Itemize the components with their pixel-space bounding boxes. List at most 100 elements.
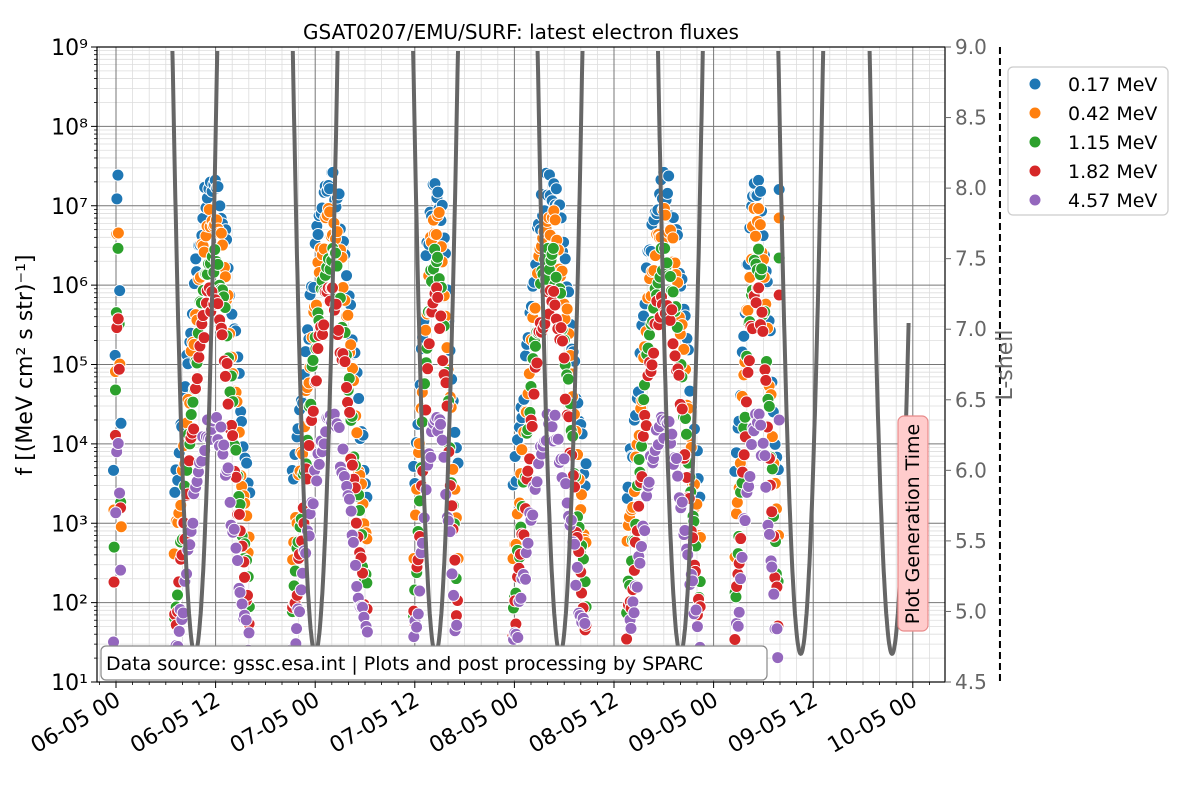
- flux-point: [755, 305, 769, 319]
- flux-point: [349, 516, 363, 530]
- flux-point: [675, 402, 689, 416]
- flux-point: [645, 358, 659, 372]
- flux-point: [633, 556, 647, 570]
- flux-point: [642, 475, 656, 489]
- flux-point: [187, 422, 201, 436]
- y2-tick-label: 6.5: [955, 388, 987, 412]
- flux-point: [530, 356, 544, 370]
- flux-point: [666, 231, 680, 245]
- flux-point: [346, 535, 360, 549]
- flux-point: [433, 322, 447, 336]
- flux-point: [107, 575, 121, 589]
- y2-axis-label: L-shell: [993, 330, 1018, 401]
- flux-point: [220, 356, 234, 370]
- flux-point: [551, 432, 565, 446]
- flux-point: [306, 353, 320, 367]
- flux-point: [411, 607, 425, 621]
- flux-point: [111, 312, 125, 326]
- flux-point: [111, 226, 125, 240]
- flux-point: [184, 407, 198, 421]
- flux-point: [112, 362, 126, 376]
- flux-point: [739, 395, 753, 409]
- flux-point: [511, 630, 525, 644]
- flux-point: [765, 560, 779, 574]
- legend-label: 4.57 MeV: [1068, 190, 1157, 212]
- flux-point: [310, 474, 324, 488]
- flux-point: [431, 185, 445, 199]
- flux-point: [232, 507, 246, 521]
- flux-point: [637, 393, 651, 407]
- flux-point: [336, 442, 350, 456]
- y2-tick-label: 8.5: [955, 106, 987, 130]
- flux-point: [745, 438, 759, 452]
- y2-tick-label: 7.5: [955, 247, 987, 271]
- flux-point: [548, 213, 562, 227]
- flux-point: [214, 420, 228, 434]
- flux-point: [752, 407, 766, 421]
- flux-point: [235, 597, 249, 611]
- flux-point: [554, 321, 568, 335]
- flux-point: [332, 421, 346, 435]
- flux-point: [663, 313, 677, 327]
- flux-point: [431, 290, 445, 304]
- flux-point: [549, 270, 563, 284]
- flux-point: [189, 252, 203, 266]
- flux-point: [217, 438, 231, 452]
- flux-point: [352, 392, 366, 406]
- y-tick-label: 10⁸: [51, 115, 88, 140]
- flux-point: [111, 241, 125, 255]
- flux-point: [548, 408, 562, 422]
- legend: 0.17 MeV 0.42 MeV 1.15 MeV 1.82 MeV 4.57 MeV: [1007, 66, 1169, 216]
- flux-point: [555, 334, 569, 348]
- legend-marker: [1028, 135, 1042, 149]
- flux-point: [424, 450, 438, 464]
- flux-point: [762, 399, 776, 413]
- flux-point: [215, 328, 229, 342]
- flux-point: [233, 585, 247, 599]
- flux-point: [737, 448, 751, 462]
- flux-point: [547, 284, 561, 298]
- flux-point: [578, 616, 592, 630]
- y2-tick-label: 5.5: [955, 529, 987, 553]
- legend-label: 0.42 MeV: [1068, 103, 1157, 125]
- legend-box: [1007, 66, 1169, 216]
- flux-point: [114, 416, 128, 430]
- data-source-box: [100, 645, 768, 681]
- flux-point: [771, 651, 785, 665]
- flux-point: [634, 539, 648, 553]
- flux-point: [734, 532, 748, 546]
- y2-tick-label: 9.0: [955, 35, 987, 59]
- flux-point: [340, 269, 354, 283]
- flux-point: [677, 342, 691, 356]
- flux-point: [108, 383, 122, 397]
- flux-point: [515, 443, 529, 457]
- flux-point: [662, 169, 676, 183]
- flux-point: [546, 241, 560, 255]
- flux-point: [435, 433, 449, 447]
- flux-point: [770, 622, 784, 636]
- legend-marker: [1028, 193, 1042, 207]
- flux-point: [349, 558, 363, 572]
- flux-point: [109, 506, 123, 520]
- flux-point: [521, 536, 535, 550]
- flux-point: [107, 463, 121, 477]
- flux-point: [447, 588, 461, 602]
- data-source-note: Data source: gssc.esa.int | Plots and po…: [100, 645, 768, 681]
- flux-point: [570, 560, 584, 574]
- chart-title: GSAT0207/EMU/SURF: latest electron fluxe…: [303, 20, 739, 44]
- legend-label: 1.82 MeV: [1068, 161, 1157, 183]
- flux-point: [742, 354, 756, 368]
- flux-point: [759, 373, 773, 387]
- flux-point: [762, 527, 776, 541]
- y-axis-label: f [(MeV cm² s str)⁻¹]: [13, 255, 38, 476]
- flux-point: [229, 443, 243, 457]
- flux-point: [679, 427, 693, 441]
- flux-point: [344, 504, 358, 518]
- flux-point: [735, 550, 749, 564]
- flux-point: [114, 520, 128, 534]
- flux-point: [737, 329, 751, 343]
- y-tick-label: 10⁵: [51, 354, 88, 379]
- flux-point: [186, 395, 200, 409]
- flux-point: [731, 619, 745, 633]
